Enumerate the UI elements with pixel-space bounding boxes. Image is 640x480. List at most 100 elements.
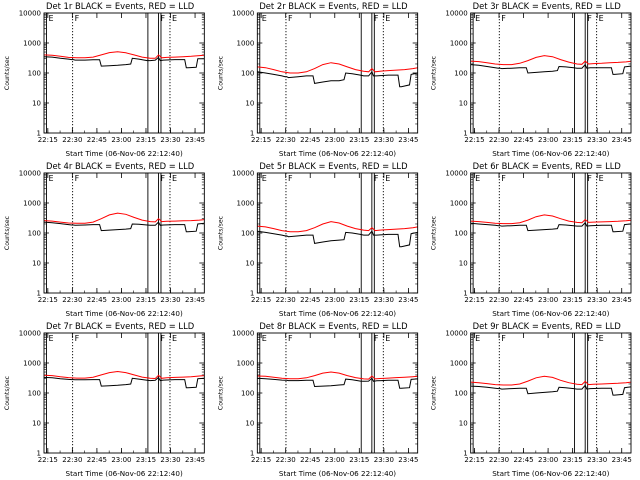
y-axis-label: Counts/sec bbox=[217, 55, 224, 90]
chart-title: Det 6r BLACK = Events, RED = LLD bbox=[473, 161, 621, 171]
chart-panel-1: Det 1r BLACK = Events, RED = LLD Counts/s… bbox=[4, 1, 205, 158]
x-tick-label: 23:30 bbox=[587, 456, 607, 464]
x-tick-label: 22:15 bbox=[464, 456, 484, 464]
y-tick-label: 1000 bbox=[237, 360, 255, 368]
x-tick-label: 23:45 bbox=[185, 296, 205, 304]
x-axis-label: Start Time (06-Nov-06 22:12:40) bbox=[66, 149, 183, 158]
y-tick-label: 10 bbox=[459, 100, 468, 108]
x-axis-label: Start Time (06-Nov-06 22:12:40) bbox=[279, 149, 396, 158]
x-tick-label: 23:45 bbox=[612, 456, 632, 464]
y-tick-label: 100 bbox=[454, 390, 467, 398]
y-tick-label: 10 bbox=[32, 420, 41, 428]
series-line-events bbox=[470, 63, 632, 75]
event-marker-label: E bbox=[599, 14, 604, 23]
x-axis-label: Start Time (06-Nov-06 22:12:40) bbox=[279, 469, 396, 478]
x-tick-label: 23:15 bbox=[136, 296, 156, 304]
x-tick-label: 23:45 bbox=[612, 296, 632, 304]
x-tick-label: 22:45 bbox=[513, 296, 533, 304]
series-line-events bbox=[257, 377, 418, 389]
event-marker-label: E bbox=[385, 174, 390, 183]
x-tick-label: 23:30 bbox=[374, 136, 394, 144]
event-marker-label: F bbox=[374, 14, 379, 23]
x-tick-label: 23:30 bbox=[587, 296, 607, 304]
series-line-events bbox=[470, 384, 632, 396]
x-tick-label: 22:15 bbox=[251, 136, 271, 144]
event-marker-label: F bbox=[374, 174, 379, 183]
chart-title: Det 4r BLACK = Events, RED = LLD bbox=[46, 161, 194, 171]
x-axis-label: Start Time (06-Nov-06 22:12:40) bbox=[279, 309, 396, 318]
y-tick-label: 1000 bbox=[450, 360, 468, 368]
event-marker-label: E bbox=[48, 174, 53, 183]
x-tick-label: 23:00 bbox=[111, 296, 131, 304]
chart-panel-5: Det 5r BLACK = Events, RED = LLD Counts/s… bbox=[217, 161, 418, 318]
y-tick-label: 10 bbox=[459, 260, 468, 268]
x-tick-label: 23:30 bbox=[374, 456, 394, 464]
y-tick-label: 10000 bbox=[19, 10, 41, 18]
x-axis-label: Start Time (06-Nov-06 22:12:40) bbox=[66, 309, 183, 318]
event-marker-label: E bbox=[48, 14, 53, 23]
chart-panel-2: Det 2r BLACK = Events, RED = LLD Counts/s… bbox=[217, 1, 418, 158]
y-tick-label: 1 bbox=[250, 290, 254, 298]
y-tick-label: 100 bbox=[454, 70, 467, 78]
chart-panel-6: Det 6r BLACK = Events, RED = LLD Counts/s… bbox=[431, 161, 632, 318]
x-tick-label: 22:45 bbox=[300, 456, 320, 464]
chart-title: Det 7r BLACK = Events, RED = LLD bbox=[46, 321, 194, 331]
x-tick-label: 22:45 bbox=[513, 456, 533, 464]
x-axis-label: Start Time (06-Nov-06 22:12:40) bbox=[492, 309, 609, 318]
x-tick-label: 22:30 bbox=[276, 296, 296, 304]
x-tick-label: 22:30 bbox=[489, 456, 509, 464]
event-marker-label: E bbox=[475, 174, 480, 183]
x-tick-label: 22:30 bbox=[276, 136, 296, 144]
chart-title: Det 9r BLACK = Events, RED = LLD bbox=[473, 321, 621, 331]
y-axis-label: Counts/sec bbox=[4, 55, 11, 90]
x-tick-label: 22:15 bbox=[464, 136, 484, 144]
y-tick-label: 10000 bbox=[19, 170, 41, 178]
y-tick-label: 10 bbox=[459, 420, 468, 428]
x-tick-label: 23:45 bbox=[398, 296, 418, 304]
y-tick-label: 1 bbox=[250, 450, 254, 458]
y-tick-label: 10000 bbox=[445, 330, 467, 338]
plot-frame bbox=[470, 172, 632, 294]
x-axis-label: Start Time (06-Nov-06 22:12:40) bbox=[66, 469, 183, 478]
y-axis-label: Counts/sec bbox=[217, 375, 224, 410]
chart-title: Det 8r BLACK = Events, RED = LLD bbox=[259, 321, 407, 331]
x-tick-label: 22:45 bbox=[87, 136, 107, 144]
y-tick-label: 100 bbox=[241, 70, 254, 78]
y-tick-label: 10000 bbox=[232, 10, 254, 18]
x-tick-label: 22:15 bbox=[38, 136, 58, 144]
y-tick-label: 1000 bbox=[23, 200, 41, 208]
series-line-events bbox=[257, 70, 418, 88]
y-tick-label: 100 bbox=[454, 230, 467, 238]
series-line-events bbox=[43, 376, 205, 389]
y-tick-label: 1000 bbox=[450, 40, 468, 48]
x-tick-label: 23:00 bbox=[111, 456, 131, 464]
series-line-lld bbox=[43, 212, 205, 224]
x-tick-label: 22:30 bbox=[62, 456, 82, 464]
x-tick-label: 23:15 bbox=[349, 456, 369, 464]
event-marker-label: F bbox=[161, 334, 166, 343]
x-tick-label: 22:45 bbox=[87, 296, 107, 304]
x-tick-label: 22:15 bbox=[38, 456, 58, 464]
series-line-lld bbox=[470, 55, 632, 66]
x-tick-label: 22:15 bbox=[464, 296, 484, 304]
series-line-lld bbox=[43, 51, 205, 59]
series-line-events bbox=[43, 56, 205, 69]
plot-frame bbox=[43, 332, 205, 454]
y-tick-label: 10000 bbox=[232, 330, 254, 338]
x-tick-label: 23:30 bbox=[160, 456, 180, 464]
y-tick-label: 1 bbox=[37, 290, 41, 298]
series-line-lld bbox=[257, 62, 418, 74]
series-line-events bbox=[257, 230, 418, 248]
event-marker-label: F bbox=[288, 334, 293, 343]
y-tick-label: 10 bbox=[245, 100, 254, 108]
event-marker-label: E bbox=[599, 174, 604, 183]
x-axis-label: Start Time (06-Nov-06 22:12:40) bbox=[492, 469, 609, 478]
event-marker-label: E bbox=[262, 14, 267, 23]
event-marker-label: F bbox=[501, 334, 506, 343]
event-marker-label: F bbox=[587, 14, 592, 23]
x-tick-label: 22:45 bbox=[300, 136, 320, 144]
x-tick-label: 23:30 bbox=[160, 136, 180, 144]
y-axis-label: Counts/sec bbox=[431, 55, 438, 90]
y-tick-label: 1 bbox=[37, 450, 41, 458]
y-tick-label: 10 bbox=[32, 100, 41, 108]
